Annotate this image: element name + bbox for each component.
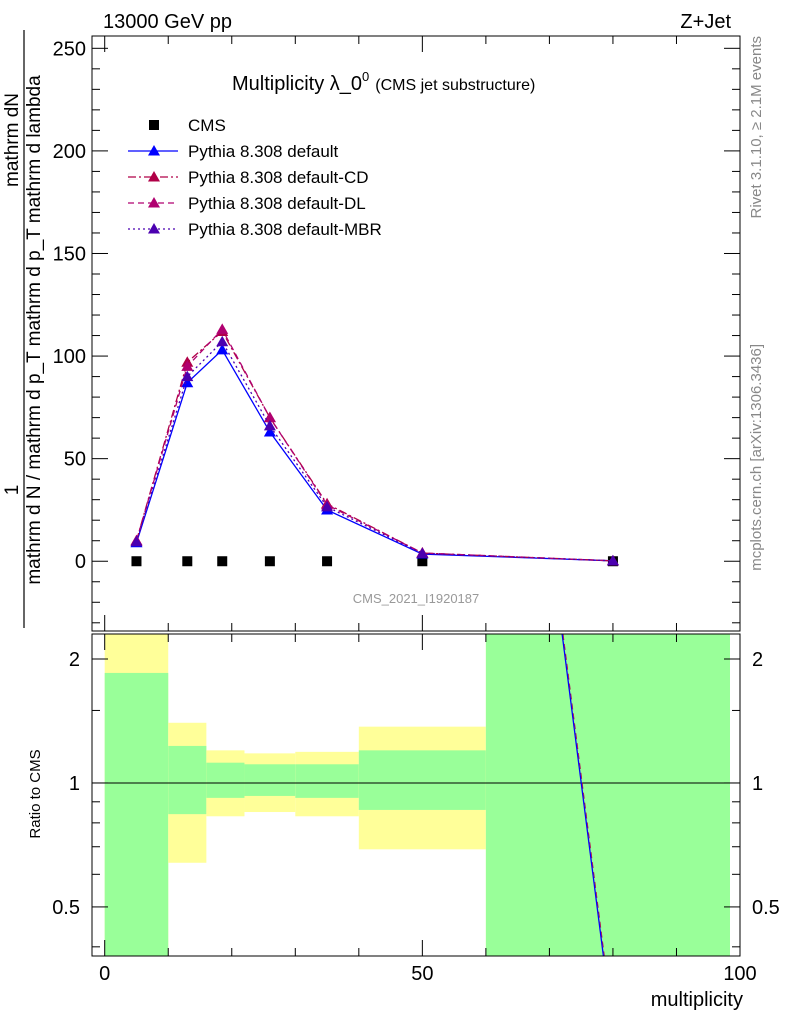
legend-label: Pythia 8.308 default-DL bbox=[188, 194, 366, 213]
legend-item: Pythia 8.308 default-CD bbox=[128, 168, 369, 187]
cms-data-point bbox=[322, 556, 333, 567]
main-y-ticks: 0 50 100 150 200 250 bbox=[53, 36, 741, 631]
ratio-y-tick-label-right: 2 bbox=[752, 649, 763, 671]
x-tick-label: 0 bbox=[99, 963, 110, 985]
analysis-watermark: CMS_2021_I1920187 bbox=[353, 591, 480, 606]
legend-item: Pythia 8.308 default-MBR bbox=[128, 220, 382, 239]
green-band bbox=[206, 762, 245, 798]
ratio-plot-frame bbox=[91, 633, 741, 957]
mc-ratio-line-variant bbox=[562, 633, 605, 957]
y-label-numerator: 1 bbox=[2, 485, 23, 496]
mc-marker bbox=[216, 323, 229, 334]
legend-marker bbox=[149, 120, 159, 130]
mc-marker bbox=[263, 425, 276, 437]
legend-label: Pythia 8.308 default-CD bbox=[188, 168, 369, 187]
legend-label: Pythia 8.308 default bbox=[188, 142, 339, 161]
mc-marker bbox=[606, 554, 619, 566]
main-y-axis-label: 1 mathrm dN mathrm d N / mathrm d p_T ma… bbox=[2, 30, 45, 628]
cms-data-point bbox=[217, 556, 228, 567]
x-axis-label: multiplicity bbox=[651, 989, 743, 1011]
cms-data-point bbox=[131, 556, 142, 567]
title-main: Multiplicity λ_0 bbox=[232, 73, 362, 95]
ratio-plot-area: 0.5 0.5 1 1 2 2 0 50 100 bbox=[52, 633, 780, 985]
series-pythia-8-308-default-mbr bbox=[130, 335, 619, 566]
plot-title-text: Multiplicity λ_00 (CMS jet substructure) bbox=[232, 69, 535, 95]
main-plot-area: 0 50 100 150 200 250 bbox=[53, 35, 741, 632]
y-label-denominator: mathrm d N / mathrm d p_T mathrm d p_T m… bbox=[24, 75, 45, 585]
title-superscript: 0 bbox=[362, 69, 369, 84]
legend: CMS Pythia 8.308 default Pythia 8.308 defa… bbox=[128, 116, 382, 239]
green-band bbox=[104, 672, 169, 956]
main-y-tick-label: 50 bbox=[64, 449, 86, 471]
mc-marker bbox=[216, 335, 229, 347]
header-energy-label: 13000 GeV pp bbox=[103, 11, 232, 33]
ratio-lines bbox=[92, 633, 740, 957]
rivet-version-label: Rivet 3.1.10, ≥ 2.1M events bbox=[748, 36, 765, 219]
legend-item: Pythia 8.308 default bbox=[128, 142, 339, 161]
y-label-top: mathrm dN bbox=[2, 93, 23, 187]
mc-marker bbox=[181, 376, 194, 388]
cms-data-point bbox=[264, 556, 275, 567]
plot-title: Multiplicity λ_00 (CMS jet substructure) bbox=[232, 69, 535, 95]
ratio-y-tick-label: 2 bbox=[69, 649, 80, 671]
legend-label: Pythia 8.308 default-MBR bbox=[188, 220, 382, 239]
header-process-label: Z+Jet bbox=[680, 11, 731, 33]
main-y-tick-label: 200 bbox=[53, 141, 86, 163]
ratio-y-tick-label-right: 1 bbox=[752, 773, 763, 795]
legend-item: Pythia 8.308 default-DL bbox=[128, 194, 366, 213]
ratio-ticks: 0.5 0.5 1 1 2 2 0 50 100 bbox=[52, 634, 780, 985]
mc-marker bbox=[416, 547, 429, 558]
ratio-y-tick-label: 1 bbox=[69, 773, 80, 795]
legend-item: CMS bbox=[149, 116, 226, 135]
main-y-tick-label: 100 bbox=[53, 346, 86, 368]
legend-marker bbox=[148, 197, 160, 208]
green-band bbox=[168, 745, 207, 815]
green-band bbox=[295, 764, 359, 798]
mc-marker bbox=[321, 500, 334, 512]
x-tick-label: 50 bbox=[411, 963, 433, 985]
main-y-tick-label: 0 bbox=[75, 551, 86, 573]
legend-label: CMS bbox=[188, 116, 226, 135]
x-tick-label: 100 bbox=[723, 963, 756, 985]
green-band bbox=[244, 764, 296, 796]
green-band bbox=[485, 634, 730, 956]
mc-marker bbox=[263, 419, 276, 431]
ratio-uncertainty-bands bbox=[104, 634, 730, 956]
main-series-group bbox=[130, 323, 619, 567]
mc-marker bbox=[181, 370, 194, 382]
cms-data-point bbox=[417, 556, 428, 567]
mc-marker bbox=[130, 535, 143, 547]
mc-marker bbox=[216, 343, 229, 355]
main-y-tick-label: 150 bbox=[53, 243, 86, 265]
legend-marker bbox=[148, 223, 160, 234]
series-pythia-8-308-default bbox=[130, 343, 619, 566]
ratio-y-tick-label-right: 0.5 bbox=[752, 897, 780, 919]
mc-marker bbox=[181, 360, 194, 371]
ratio-y-tick-label: 0.5 bbox=[52, 897, 80, 919]
green-band bbox=[358, 750, 486, 810]
main-plot-frame bbox=[91, 35, 741, 632]
cms-data-point bbox=[182, 556, 193, 567]
title-subtitle: (CMS jet substructure) bbox=[375, 77, 535, 94]
legend-marker bbox=[148, 145, 160, 156]
mc-line bbox=[135, 330, 613, 562]
ratio-y-axis-label: Ratio to CMS bbox=[27, 749, 44, 838]
main-y-tick-label: 250 bbox=[53, 38, 86, 60]
mc-ratio-line bbox=[561, 633, 605, 957]
legend-marker bbox=[148, 171, 160, 182]
mcplots-url-label: mcplots.cern.ch [arXiv:1306.3436] bbox=[748, 344, 765, 571]
